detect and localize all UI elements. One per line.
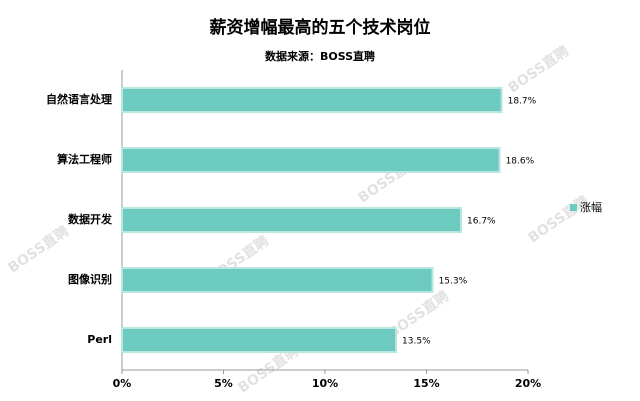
legend-swatch	[570, 204, 577, 211]
value-label: 18.7%	[508, 97, 537, 107]
x-tick-label: 5%	[214, 377, 233, 390]
y-tick-label: 数据开发	[68, 212, 113, 226]
chart-title: 薪资增幅最高的五个技术岗位	[210, 17, 431, 38]
y-tick-label: 自然语言处理	[46, 92, 112, 106]
bar	[121, 87, 503, 113]
chart-subtitle: 数据来源：BOSS直聘	[265, 49, 375, 63]
y-tick-label: 算法工程师	[56, 152, 112, 166]
value-label: 13.5%	[402, 337, 431, 347]
bar	[121, 147, 501, 173]
bar	[121, 327, 398, 353]
watermark: BOSS直聘	[505, 42, 572, 96]
x-tick-label: 0%	[113, 377, 132, 390]
bar	[121, 207, 463, 233]
value-label: 15.3%	[439, 277, 468, 287]
legend-label: 涨幅	[580, 201, 602, 214]
x-tick-label: 20%	[515, 377, 541, 390]
x-tick-label: 10%	[312, 377, 338, 390]
x-tick-label: 15%	[413, 377, 439, 390]
value-label: 18.6%	[506, 157, 535, 167]
bar	[121, 267, 434, 293]
y-tick-label: 图像识别	[68, 272, 112, 286]
value-label: 16.7%	[467, 217, 496, 227]
y-tick-label: Perl	[87, 333, 112, 346]
watermark: BOSS直聘	[5, 222, 72, 276]
